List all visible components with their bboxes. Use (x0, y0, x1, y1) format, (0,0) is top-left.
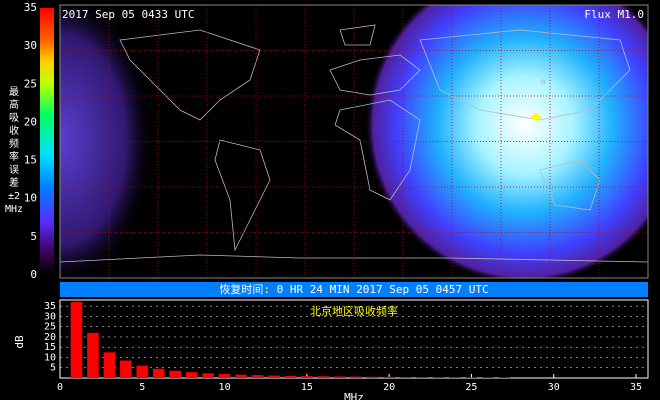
bar (87, 332, 99, 378)
bar (498, 377, 511, 378)
bar (70, 302, 83, 378)
recovery-text: 恢复时间: 0 HR 24 MIN 2017 Sep 05 0457 UTC (219, 282, 488, 296)
recovery-bar (60, 282, 648, 297)
colorbar (40, 8, 54, 275)
bar (103, 352, 116, 378)
y-tick-label: 30 (44, 311, 56, 322)
bar (251, 375, 264, 378)
x-tick-label: 15 (301, 382, 313, 393)
x-tick-label: 30 (548, 382, 560, 393)
x-tick-label: 5 (139, 382, 145, 393)
bar (383, 376, 395, 378)
x-tick-label: 25 (465, 382, 477, 393)
bar (218, 374, 231, 378)
colorbar-label: MHz (5, 204, 23, 215)
colorbar-label: 差 (9, 176, 19, 189)
y-tick-label: 35 (44, 301, 56, 312)
y-tick-label: 20 (44, 332, 56, 343)
bar (465, 377, 478, 378)
bar (169, 370, 181, 378)
bar (268, 375, 280, 378)
colorbar-label: 误 (9, 164, 19, 176)
bar (284, 375, 297, 378)
colorbar-tick-label: 35 (24, 1, 37, 14)
colorbar-label: 最 (9, 86, 19, 98)
bar (301, 376, 313, 378)
colorbar-label: 收 (9, 124, 19, 137)
bar (482, 377, 494, 378)
coastlines (60, 24, 648, 263)
bar (152, 368, 165, 378)
y-tick-label: 15 (44, 342, 56, 353)
x-tick-label: 10 (219, 382, 231, 393)
colorbar-label: 率 (9, 150, 19, 163)
y-axis-label: dB (13, 335, 26, 349)
bar (350, 376, 362, 378)
x-tick-label: 0 (57, 382, 63, 393)
colorbar-tick-label: 30 (24, 39, 37, 52)
colorbar-tick-label: 20 (24, 115, 37, 128)
bar (449, 377, 461, 378)
bar (334, 376, 346, 378)
bar (185, 372, 198, 378)
y-tick-label: 25 (44, 322, 56, 333)
colorbar-tick-label: 10 (24, 192, 37, 205)
y-tick-label: 10 (44, 352, 56, 363)
x-axis-label: MHz (344, 391, 364, 400)
bar (120, 360, 132, 378)
map: ☆ (60, 5, 648, 278)
x-tick-label: 20 (383, 382, 395, 393)
colorbar-label: ±2 (8, 191, 20, 202)
colorbar-label: 吸 (9, 113, 19, 124)
bar (202, 373, 214, 378)
bar (317, 376, 330, 378)
bar (399, 376, 412, 378)
timestamp: 2017 Sep 05 0433 UTC (62, 8, 194, 21)
x-tick-label: 35 (630, 382, 642, 393)
chart-title: 北京地区吸收频率 (310, 304, 398, 318)
map-frame (59, 4, 649, 279)
bar (366, 376, 379, 378)
colorbar-tick-label: 15 (24, 154, 37, 167)
colorbar-tick-label: 0 (30, 268, 37, 281)
marker: ☆ (540, 76, 546, 87)
bar (416, 377, 428, 378)
flux: Flux M1.0 (584, 8, 644, 21)
colorbar-tick-label: 25 (24, 77, 37, 90)
colorbar-label: 高 (9, 98, 19, 111)
y-tick-label: 5 (50, 363, 56, 374)
colorbar-label: 频 (9, 137, 19, 150)
bar (432, 377, 445, 378)
bar (235, 374, 247, 378)
bar (136, 365, 149, 378)
colorbar-tick-label: 5 (30, 230, 37, 243)
